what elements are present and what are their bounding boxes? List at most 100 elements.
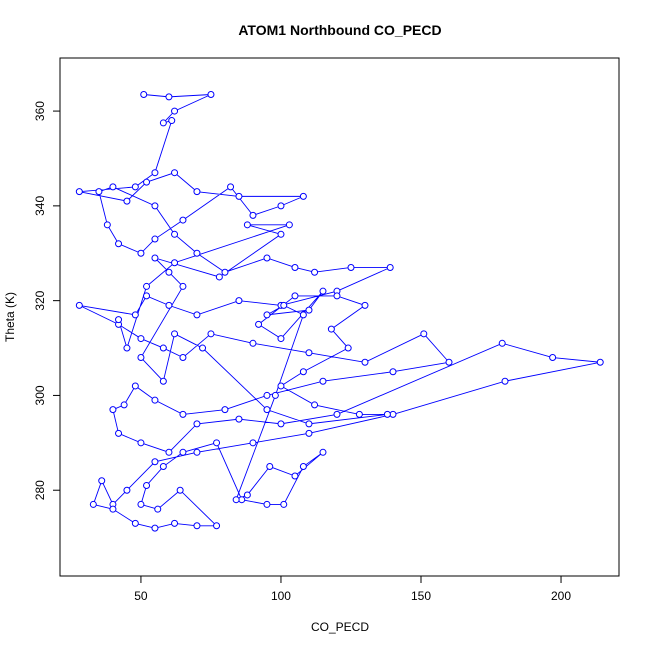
point	[131, 382, 139, 390]
point	[199, 344, 207, 352]
point	[344, 344, 352, 352]
point	[333, 410, 341, 418]
point	[361, 358, 369, 366]
point	[120, 401, 128, 409]
y-tick-label: 320	[33, 290, 47, 310]
x-tick-label: 150	[411, 589, 431, 603]
point	[179, 448, 187, 456]
point	[277, 382, 285, 390]
point	[319, 287, 327, 295]
point	[159, 377, 167, 385]
x-tick-label: 50	[134, 589, 148, 603]
point	[263, 311, 271, 319]
point	[95, 188, 103, 196]
point	[305, 349, 313, 357]
point	[389, 410, 397, 418]
point	[165, 268, 173, 276]
point	[140, 90, 148, 98]
point	[386, 263, 394, 271]
point	[291, 472, 299, 480]
point	[207, 90, 215, 98]
point	[305, 420, 313, 428]
point	[193, 249, 201, 257]
point	[299, 192, 307, 200]
point	[305, 306, 313, 314]
point	[137, 439, 145, 447]
point	[221, 268, 229, 276]
point	[311, 268, 319, 276]
point	[165, 448, 173, 456]
point	[291, 263, 299, 271]
point	[109, 183, 117, 191]
point	[193, 188, 201, 196]
point	[266, 463, 274, 471]
chart-title: ATOM1 Northbound CO_PECD	[238, 22, 441, 38]
point	[355, 410, 363, 418]
point	[263, 500, 271, 508]
point	[255, 320, 263, 328]
y-tick-label: 340	[33, 196, 47, 216]
point	[285, 221, 293, 229]
point	[131, 183, 139, 191]
point	[171, 259, 179, 267]
point	[151, 235, 159, 243]
point	[215, 273, 223, 281]
point	[299, 368, 307, 376]
point	[137, 500, 145, 508]
point	[213, 439, 221, 447]
point	[123, 486, 131, 494]
point	[263, 254, 271, 262]
point	[445, 358, 453, 366]
point	[291, 292, 299, 300]
point	[137, 249, 145, 257]
point	[165, 301, 173, 309]
point	[165, 93, 173, 101]
point	[115, 240, 123, 248]
point	[227, 183, 235, 191]
point	[159, 119, 167, 127]
point	[115, 316, 123, 324]
point	[159, 344, 167, 352]
y-axis-label: Theta (K)	[3, 292, 17, 342]
point	[176, 486, 184, 494]
point	[249, 211, 257, 219]
point	[115, 429, 123, 437]
point	[263, 406, 271, 414]
series-line	[79, 94, 601, 529]
point	[109, 505, 117, 513]
point	[243, 491, 251, 499]
point	[299, 311, 307, 319]
point	[75, 301, 83, 309]
point	[207, 330, 215, 338]
point	[277, 420, 285, 428]
point	[75, 188, 83, 196]
point	[501, 377, 509, 385]
point	[327, 325, 335, 333]
point	[420, 330, 428, 338]
point	[498, 339, 506, 347]
y-tick-label: 280	[33, 480, 47, 500]
point	[179, 282, 187, 290]
point	[232, 496, 240, 504]
point	[143, 481, 151, 489]
point	[137, 335, 145, 343]
x-tick-label: 100	[271, 589, 291, 603]
point	[143, 178, 151, 186]
point	[179, 216, 187, 224]
point	[235, 415, 243, 423]
point	[151, 169, 159, 177]
point	[277, 335, 285, 343]
point	[151, 254, 159, 262]
point	[305, 429, 313, 437]
point	[89, 500, 97, 508]
point	[235, 192, 243, 200]
point	[389, 368, 397, 376]
point	[103, 221, 111, 229]
point	[143, 282, 151, 290]
point	[123, 344, 131, 352]
point	[263, 391, 271, 399]
point	[151, 202, 159, 210]
point	[221, 406, 229, 414]
point	[361, 301, 369, 309]
